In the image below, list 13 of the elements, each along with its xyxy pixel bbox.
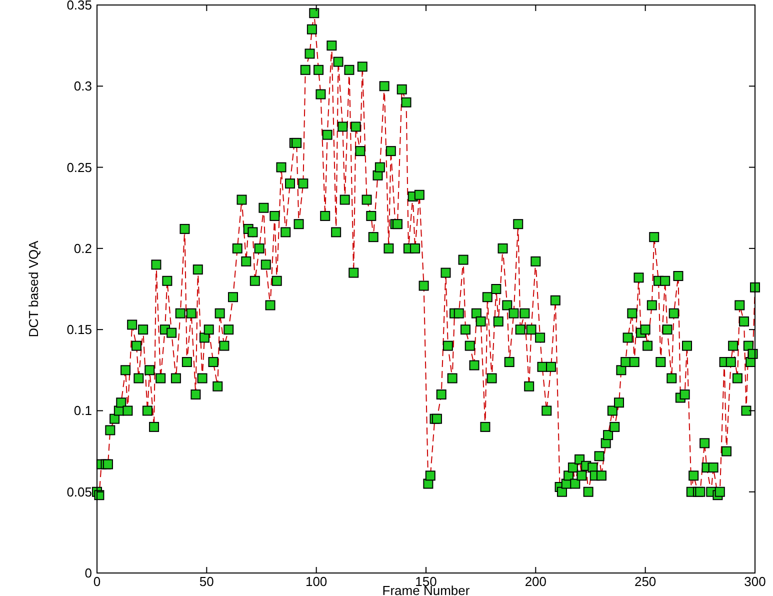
x-tick-label: 250	[634, 574, 656, 589]
y-tick-label: 0.1	[74, 403, 92, 418]
x-tick-label: 200	[524, 574, 547, 589]
y-tick-label: 0.35	[66, 0, 92, 12]
y-axis-title: DCT based VQA	[26, 240, 41, 338]
y-tick-label: 0.05	[66, 484, 92, 500]
x-tick-label: 100	[305, 574, 328, 589]
y-tick-label: 0.3	[74, 78, 92, 94]
x-tick-label: 50	[199, 574, 214, 589]
y-tick-label: 0.15	[66, 322, 92, 338]
y-tick-label: 0.25	[66, 160, 92, 175]
x-tick-label: 300	[744, 574, 766, 589]
y-tick-label: 0.2	[74, 240, 92, 256]
